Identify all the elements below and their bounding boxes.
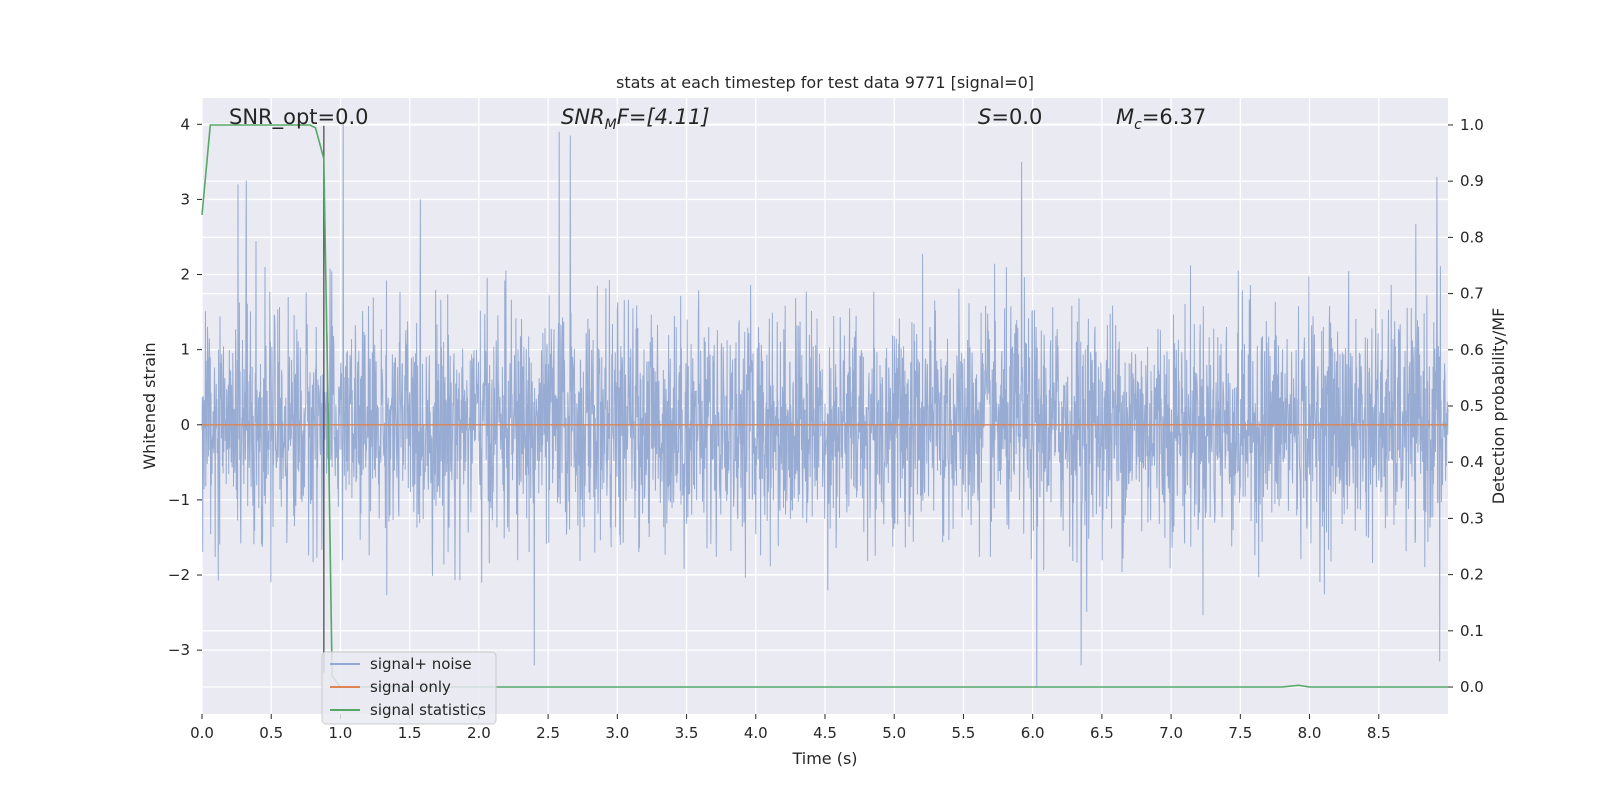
- x-tick-label: 4.0: [744, 724, 768, 742]
- y-tick-label: −3: [168, 641, 190, 659]
- series-signal-noise: [201, 124, 1449, 688]
- y-tick-label: 0: [180, 416, 190, 434]
- annotation-snr-mf-rest: F=[4.11]: [617, 105, 710, 129]
- series-layer: [201, 124, 1449, 688]
- x-tick-label: 3.5: [675, 724, 699, 742]
- chart-title: stats at each timestep for test data 977…: [616, 73, 1034, 92]
- y2-tick-label: 0.4: [1460, 453, 1484, 471]
- y2-tick-label: 0.0: [1460, 678, 1484, 696]
- legend-label-signal-statistics: signal statistics: [370, 701, 486, 719]
- legend-label-signal-only: signal only: [370, 678, 451, 696]
- x-tick-label: 4.5: [813, 724, 837, 742]
- y2-tick-label: 0.3: [1460, 509, 1484, 527]
- y2-tick-label: 1.0: [1460, 116, 1484, 134]
- x-tick-label: 3.0: [605, 724, 629, 742]
- x-tick-label: 6.5: [1090, 724, 1114, 742]
- y-axis-label: Whitened strain: [140, 342, 159, 469]
- x-tick-label: 8.0: [1298, 724, 1322, 742]
- annotation-snr-mf: SNRMF=[4.11]: [561, 105, 710, 133]
- y-tick-label: 1: [180, 341, 190, 359]
- x-tick-label: 8.5: [1367, 724, 1391, 742]
- annotation-s-rest: =0.0: [991, 105, 1042, 129]
- y2-tick-label: 0.2: [1460, 566, 1484, 584]
- annotation-s: S=0.0: [978, 105, 1042, 129]
- x-tick-label: 5.0: [882, 724, 906, 742]
- x-tick-label: 0.5: [259, 724, 283, 742]
- annotation-snr-mf-sub: M: [605, 117, 617, 133]
- series-signal-statistics: [201, 124, 1448, 688]
- legend-box: [321, 651, 497, 725]
- x-tick-label: 2.5: [536, 724, 560, 742]
- ticks: 0.0 0.5 1.0 1.5 2.0 2.5 3.0 3.5 4.0 4.5 5.0 5.5 6.0 6…: [168, 115, 1484, 742]
- legend-label-signal-noise: signal+ noise: [370, 655, 472, 673]
- y-tick-label: 2: [180, 266, 190, 284]
- x-tick-label: 1.0: [329, 724, 353, 742]
- x-tick-label: 7.0: [1159, 724, 1183, 742]
- annotation-mc-main: M: [1116, 105, 1134, 129]
- y2-tick-label: 0.1: [1460, 622, 1484, 640]
- y-tick-label: 3: [180, 190, 190, 208]
- annotation-mc: Mc=6.37: [1116, 105, 1206, 133]
- annotation-mc-rest: =6.37: [1142, 105, 1206, 129]
- annotation-mc-sub: c: [1134, 117, 1142, 133]
- annotation-s-main: S: [978, 105, 991, 129]
- x-tick-label: 5.5: [952, 724, 976, 742]
- y-tick-label: 4: [180, 115, 190, 133]
- y2-axis-label: Detection probability/MF: [1489, 308, 1508, 505]
- y2-tick-label: 0.5: [1460, 397, 1484, 415]
- x-tick-label: 2.0: [467, 724, 491, 742]
- y2-tick-label: 0.8: [1460, 228, 1484, 246]
- x-axis-label: Time (s): [791, 749, 857, 768]
- y2-tick-label: 0.7: [1460, 285, 1484, 303]
- x-tick-label: 7.5: [1228, 724, 1252, 742]
- x-tick-label: 0.0: [190, 724, 214, 742]
- y2-tick-label: 0.6: [1460, 341, 1484, 359]
- legend: signal+ noise signal only signal statist…: [321, 651, 497, 725]
- y-tick-label: −1: [168, 491, 190, 509]
- annotation-snr-opt: SNR_opt=0.0: [229, 105, 369, 130]
- y2-tick-label: 0.9: [1460, 172, 1484, 190]
- x-tick-label: 1.5: [398, 724, 422, 742]
- x-tick-label: 6.0: [1021, 724, 1045, 742]
- annotation-snr-mf-main: SNR: [561, 105, 605, 129]
- y-tick-label: −2: [168, 566, 190, 584]
